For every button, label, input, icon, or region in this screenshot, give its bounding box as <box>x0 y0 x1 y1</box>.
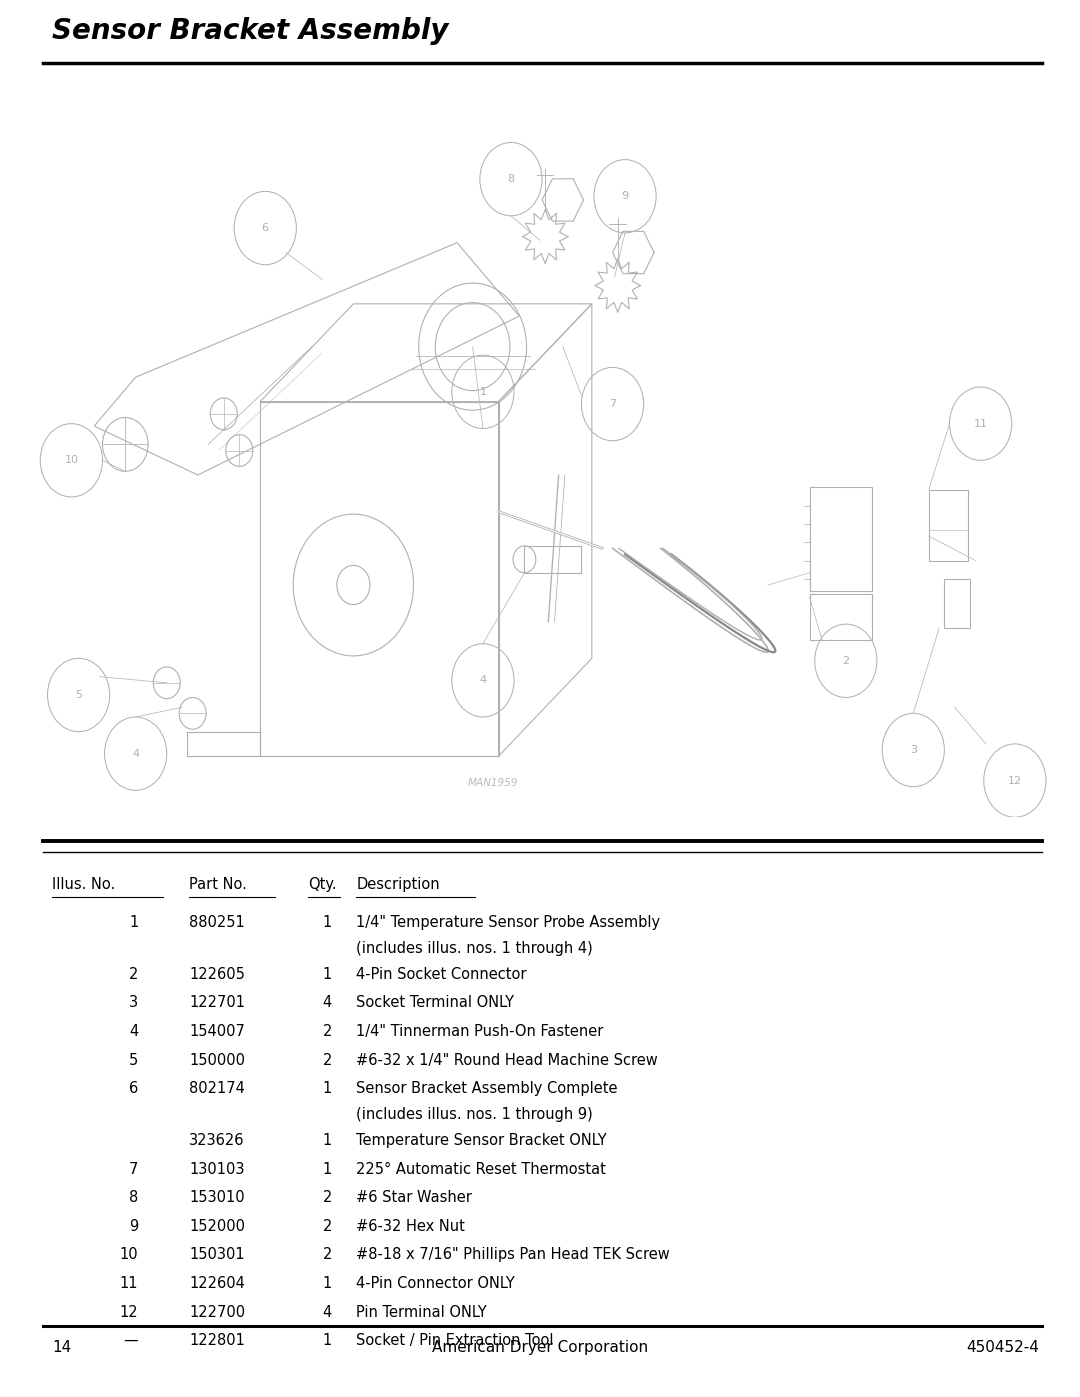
Text: 1: 1 <box>323 1161 332 1176</box>
Text: (includes illus. nos. 1 through 4): (includes illus. nos. 1 through 4) <box>356 942 593 956</box>
Text: Qty.: Qty. <box>308 877 337 893</box>
Text: American Dryer Corporation: American Dryer Corporation <box>432 1340 648 1355</box>
Text: 1: 1 <box>323 915 332 930</box>
Text: Part No.: Part No. <box>189 877 247 893</box>
Text: 2: 2 <box>842 655 849 666</box>
Text: 122605: 122605 <box>189 967 245 982</box>
Bar <box>810 488 872 591</box>
Text: 2: 2 <box>129 967 138 982</box>
Text: 3: 3 <box>909 745 917 754</box>
Bar <box>944 578 970 627</box>
Text: 10: 10 <box>65 455 79 465</box>
Text: 122801: 122801 <box>189 1333 245 1348</box>
Text: 122604: 122604 <box>189 1275 245 1291</box>
Text: 2: 2 <box>323 1218 332 1234</box>
Text: #6-32 x 1/4" Round Head Machine Screw: #6-32 x 1/4" Round Head Machine Screw <box>356 1052 658 1067</box>
Text: #8-18 x 7/16" Phillips Pan Head TEK Screw: #8-18 x 7/16" Phillips Pan Head TEK Scre… <box>356 1248 671 1263</box>
Text: 4: 4 <box>323 996 332 1010</box>
Text: 11: 11 <box>974 419 987 429</box>
Text: 4-Pin Connector ONLY: 4-Pin Connector ONLY <box>356 1275 515 1291</box>
Text: #6 Star Washer: #6 Star Washer <box>356 1190 472 1206</box>
Text: 4: 4 <box>132 749 139 759</box>
Text: (includes illus. nos. 1 through 9): (includes illus. nos. 1 through 9) <box>356 1106 593 1122</box>
Text: 1: 1 <box>480 387 486 397</box>
Text: 5: 5 <box>129 1052 138 1067</box>
Text: 1: 1 <box>323 1275 332 1291</box>
Text: 450452-4: 450452-4 <box>967 1340 1039 1355</box>
Text: 122701: 122701 <box>189 996 245 1010</box>
Text: 10: 10 <box>120 1248 138 1263</box>
Text: 4: 4 <box>480 675 486 686</box>
Text: 154007: 154007 <box>189 1024 245 1039</box>
Text: —: — <box>123 1333 138 1348</box>
Text: 4: 4 <box>323 1305 332 1320</box>
Text: 323626: 323626 <box>189 1133 244 1148</box>
Text: 1: 1 <box>323 1081 332 1097</box>
Text: 802174: 802174 <box>189 1081 245 1097</box>
Text: 122700: 122700 <box>189 1305 245 1320</box>
Text: 130103: 130103 <box>189 1161 244 1176</box>
Text: 1: 1 <box>129 915 138 930</box>
Text: 153010: 153010 <box>189 1190 245 1206</box>
Text: 9: 9 <box>129 1218 138 1234</box>
Text: 2: 2 <box>323 1052 332 1067</box>
Text: 7: 7 <box>609 400 616 409</box>
Text: 4: 4 <box>129 1024 138 1039</box>
Text: 1: 1 <box>323 1333 332 1348</box>
Text: 1: 1 <box>323 1133 332 1148</box>
Text: 1/4" Tinnerman Push-On Fastener: 1/4" Tinnerman Push-On Fastener <box>356 1024 604 1039</box>
Text: 12: 12 <box>120 1305 138 1320</box>
Text: 2: 2 <box>323 1248 332 1263</box>
Text: 225° Automatic Reset Thermostat: 225° Automatic Reset Thermostat <box>356 1161 606 1176</box>
Text: #6-32 Hex Nut: #6-32 Hex Nut <box>356 1218 465 1234</box>
Text: Pin Terminal ONLY: Pin Terminal ONLY <box>356 1305 487 1320</box>
Text: Socket Terminal ONLY: Socket Terminal ONLY <box>356 996 514 1010</box>
Text: 152000: 152000 <box>189 1218 245 1234</box>
Text: 11: 11 <box>120 1275 138 1291</box>
Text: 12: 12 <box>1008 775 1022 785</box>
Text: 9: 9 <box>621 191 629 201</box>
Text: Temperature Sensor Bracket ONLY: Temperature Sensor Bracket ONLY <box>356 1133 607 1148</box>
Text: 2: 2 <box>323 1190 332 1206</box>
Text: 8: 8 <box>508 175 514 184</box>
Text: MAN1959: MAN1959 <box>468 778 518 788</box>
Text: 150301: 150301 <box>189 1248 245 1263</box>
Text: 150000: 150000 <box>189 1052 245 1067</box>
Text: 880251: 880251 <box>189 915 245 930</box>
Bar <box>929 490 968 560</box>
Text: 4-Pin Socket Connector: 4-Pin Socket Connector <box>356 967 527 982</box>
Text: 7: 7 <box>129 1161 138 1176</box>
Text: Sensor Bracket Assembly Complete: Sensor Bracket Assembly Complete <box>356 1081 618 1097</box>
Text: 3: 3 <box>130 996 138 1010</box>
Text: 6: 6 <box>129 1081 138 1097</box>
Text: Illus. No.: Illus. No. <box>52 877 116 893</box>
Text: Description: Description <box>356 877 440 893</box>
Text: 1: 1 <box>323 967 332 982</box>
Text: 6: 6 <box>261 224 269 233</box>
Text: 8: 8 <box>129 1190 138 1206</box>
Text: Sensor Bracket Assembly: Sensor Bracket Assembly <box>52 17 448 45</box>
Bar <box>525 546 581 573</box>
Text: 14: 14 <box>52 1340 71 1355</box>
Bar <box>810 594 872 640</box>
Text: 5: 5 <box>76 690 82 700</box>
Text: Socket / Pin Extraction Tool: Socket / Pin Extraction Tool <box>356 1333 554 1348</box>
Text: 1/4" Temperature Sensor Probe Assembly: 1/4" Temperature Sensor Probe Assembly <box>356 915 661 930</box>
Text: 2: 2 <box>323 1024 332 1039</box>
